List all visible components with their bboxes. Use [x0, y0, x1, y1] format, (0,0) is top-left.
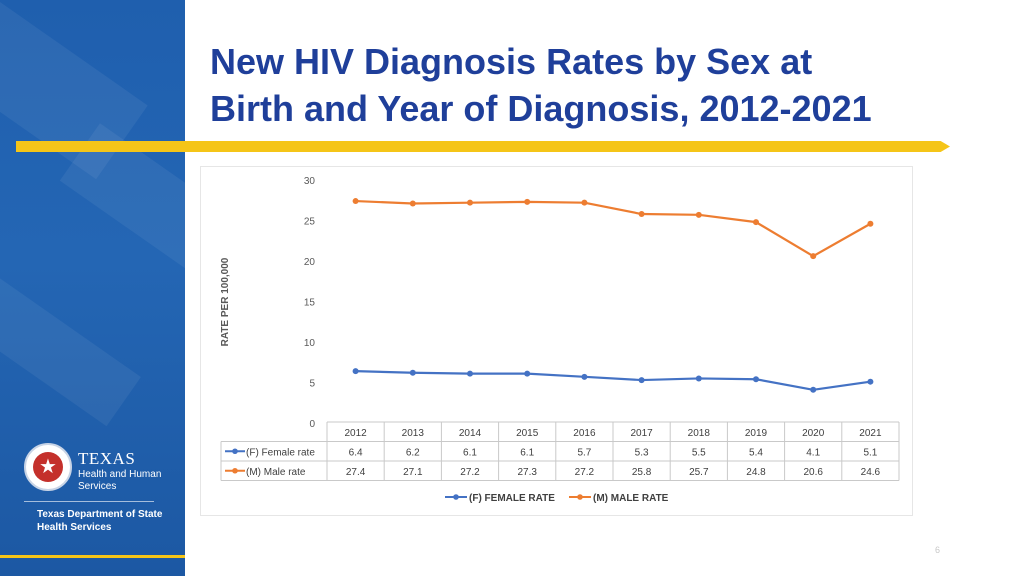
y-axis-label: RATE PER 100,000: [220, 257, 231, 346]
table-data-label: 27.3: [517, 467, 537, 478]
data-point: [524, 198, 531, 205]
table-data-label: 5.3: [635, 447, 649, 458]
data-point: [581, 199, 588, 206]
table-data-label: 24.8: [746, 467, 766, 478]
sidebar-facet: [0, 273, 141, 427]
legend-marker: [577, 494, 583, 500]
gold-accent-bar: [16, 141, 950, 152]
data-point: [695, 375, 702, 382]
x-category-label: 2015: [516, 428, 539, 439]
y-tick-label: 20: [304, 257, 316, 268]
y-tick-label: 5: [309, 379, 315, 390]
data-point: [352, 198, 359, 205]
table-data-label: 25.8: [632, 467, 652, 478]
data-point: [409, 200, 416, 207]
data-point: [581, 373, 588, 380]
y-tick-label: 15: [304, 298, 316, 309]
x-category-label: 2020: [802, 428, 825, 439]
table-data-label: 27.4: [346, 467, 366, 478]
data-point: [753, 376, 759, 383]
data-point: [638, 211, 645, 218]
texas-seal-icon: ★: [24, 443, 72, 491]
sidebar-panel: ★ TEXAS Health and Human Services Texas …: [0, 0, 185, 576]
page-title: New HIV Diagnosis Rates by Sex at Birth …: [210, 38, 990, 132]
table-data-label: 24.6: [861, 467, 881, 478]
x-category-label: 2017: [630, 428, 653, 439]
data-point: [753, 219, 759, 226]
table-legend-marker: [232, 467, 238, 474]
table-data-label: 27.2: [575, 467, 595, 478]
y-tick-label: 0: [309, 419, 315, 430]
x-category-label: 2012: [344, 428, 367, 439]
data-point: [810, 253, 817, 260]
star-icon: ★: [39, 454, 57, 478]
table-legend-marker: [232, 448, 238, 455]
data-point: [638, 377, 645, 384]
logo-hhs-text: Health and Human Services: [78, 469, 162, 492]
x-category-label: 2019: [745, 428, 768, 439]
data-point: [467, 370, 473, 377]
data-point: [467, 199, 473, 206]
data-point: [695, 211, 702, 218]
table-data-label: 5.7: [577, 447, 591, 458]
series-line: [355, 370, 871, 391]
y-tick-label: 30: [304, 176, 316, 187]
data-point: [810, 386, 817, 393]
table-data-label: 20.6: [803, 467, 823, 478]
x-category-label: 2018: [688, 428, 711, 439]
x-category-label: 2013: [402, 428, 425, 439]
table-data-label: 4.1: [806, 447, 820, 458]
line-chart: 0 5 10 15 20 25 30 RATE PER 100,000 2012 2013 2014…: [220, 176, 900, 504]
sidebar-gold-line: [0, 555, 185, 558]
legend-marker: [453, 494, 459, 500]
legend-label: (M) MALE RATE: [593, 493, 669, 504]
table-data-label: 25.7: [689, 467, 709, 478]
data-point: [352, 368, 359, 375]
y-tick-label: 10: [304, 338, 316, 349]
data-point: [409, 369, 416, 376]
table-data-label: 5.5: [692, 447, 706, 458]
page-number: 6: [935, 545, 941, 555]
table-data-label: 5.1: [863, 447, 877, 458]
data-point: [524, 370, 531, 377]
x-category-label: 2021: [859, 428, 882, 439]
table-data-label: 5.4: [749, 447, 763, 458]
page-title-line-1: New HIV Diagnosis Rates by Sex at: [210, 41, 813, 82]
x-category-label: 2014: [459, 428, 482, 439]
legend-label: (F) FEMALE RATE: [469, 493, 555, 504]
logo-texas-text: TEXAS: [78, 449, 136, 468]
data-point: [867, 220, 874, 227]
chart-area: 0 5 10 15 20 25 30 RATE PER 100,000 2012 2013 2014…: [201, 167, 912, 515]
table-series-label: (F) Female rate: [246, 447, 315, 458]
table-data-label: 6.1: [463, 447, 477, 458]
data-point: [867, 378, 874, 385]
table-data-label: 6.4: [349, 447, 363, 458]
series-line: [355, 199, 871, 258]
seal-center: ★: [33, 452, 63, 482]
table-series-label: (M) Male rate: [246, 467, 306, 478]
table-data-label: 6.1: [520, 447, 534, 458]
dshs-text: Texas Department of State Health Service…: [37, 509, 163, 533]
hhs-logo: ★ TEXAS Health and Human Services: [24, 443, 164, 495]
y-tick-label: 25: [304, 217, 316, 228]
x-category-label: 2016: [573, 428, 596, 439]
logo-divider: [24, 501, 154, 502]
table-data-label: 6.2: [406, 447, 420, 458]
table-data-label: 27.2: [460, 467, 480, 478]
page-title-line-2: Birth and Year of Diagnosis, 2012-2021: [210, 88, 872, 129]
table-data-label: 27.1: [403, 467, 423, 478]
